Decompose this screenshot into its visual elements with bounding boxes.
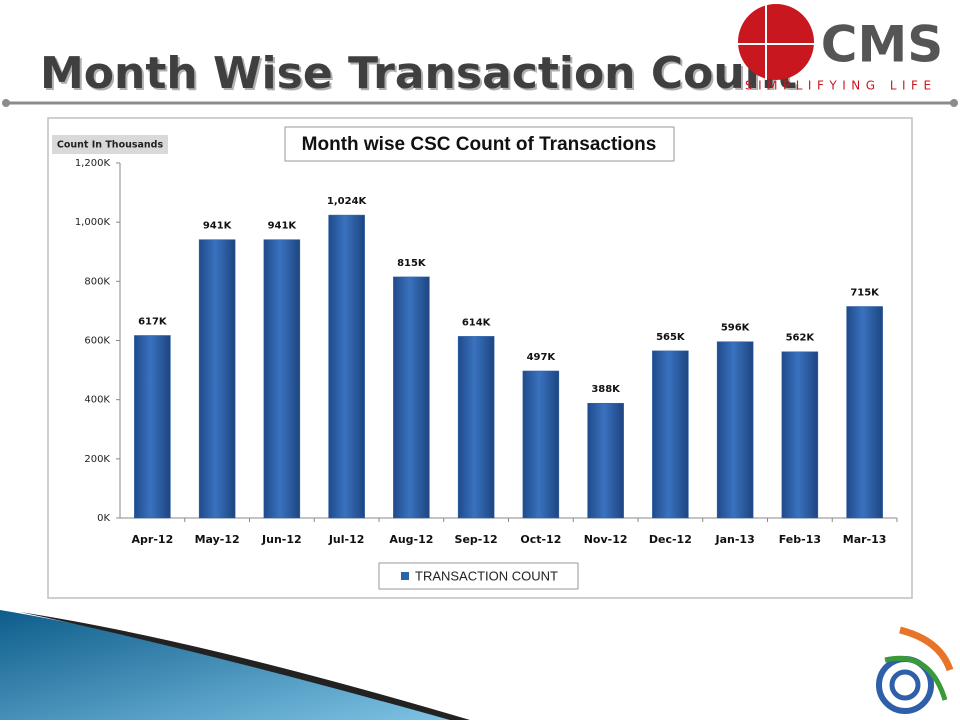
bar [134,335,171,519]
x-tick-label: Jul-12 [328,533,365,546]
x-tick-label: Sep-12 [455,533,498,546]
data-label: 617K [138,316,168,327]
logo-swirl [889,669,921,701]
bar [846,306,883,519]
y-tick-label: 400K [84,395,110,406]
logo-tagline: SIMPLIFYING LIFE [745,79,937,93]
y-label-box [52,135,168,154]
x-tick-label: Jan-13 [715,533,755,546]
data-label: 941K [268,221,298,232]
x-tick-label: Mar-13 [843,533,887,546]
x-tick-label: Oct-12 [520,533,561,546]
swoosh-line [20,612,470,720]
logo-circle [738,4,814,80]
y-axis-label: Count In Thousands [57,140,164,151]
data-label: 815K [397,258,427,269]
x-tick-label: Nov-12 [584,533,628,546]
legend-swatch [401,572,409,580]
y-tick-label: 0K [97,513,110,524]
x-tick-label: Apr-12 [132,533,174,546]
y-tick-label: 800K [84,276,110,287]
y-tick-label: 200K [84,454,110,465]
data-label: 497K [527,352,557,363]
bar [652,350,689,519]
x-tick-label: Aug-12 [389,533,433,546]
x-tick-label: Jun-12 [261,533,302,546]
x-tick-label: May-12 [195,533,240,546]
rule-dot [2,99,10,107]
logo-swirl [899,626,954,672]
y-tick-label: 1,200K [75,158,111,169]
swoosh [0,610,460,720]
chart-title: Month wise CSC Count of Transactions [302,134,657,155]
bar [393,276,430,519]
logo-name: CMS [821,16,943,74]
plot: 0K 200K 400K 600K 800K 1,000K 1,200K Apr-12 617K… [75,158,898,583]
legend-label: TRANSACTION COUNT [415,568,558,583]
x-tick-label: Dec-12 [649,533,692,546]
chart-title-box [284,126,675,162]
data-label: 562K [786,333,816,344]
bar [587,402,624,519]
data-label: 596K [721,323,751,334]
bar [716,341,754,519]
bar [781,351,819,519]
bar [198,239,236,519]
y-tick-label: 1,000K [75,217,111,228]
y-tick-label: 600K [84,336,110,347]
data-label: 941K [203,221,233,232]
bar [522,370,560,519]
logo-swirl [884,655,948,701]
bar [263,239,301,519]
data-label: 388K [591,384,621,395]
data-label: 565K [656,332,686,343]
slide-title: Month Wise Transaction Count [40,48,797,99]
data-label: 1,024K [327,196,368,207]
x-tick-label: Feb-13 [779,533,821,546]
title-shadow: Month Wise Transaction Count [42,50,799,101]
data-label: 715K [850,287,880,298]
bar [457,336,495,519]
data-label: 614K [462,317,492,328]
rule-dot [950,99,958,107]
bar [328,214,365,519]
legend-box [378,562,579,590]
